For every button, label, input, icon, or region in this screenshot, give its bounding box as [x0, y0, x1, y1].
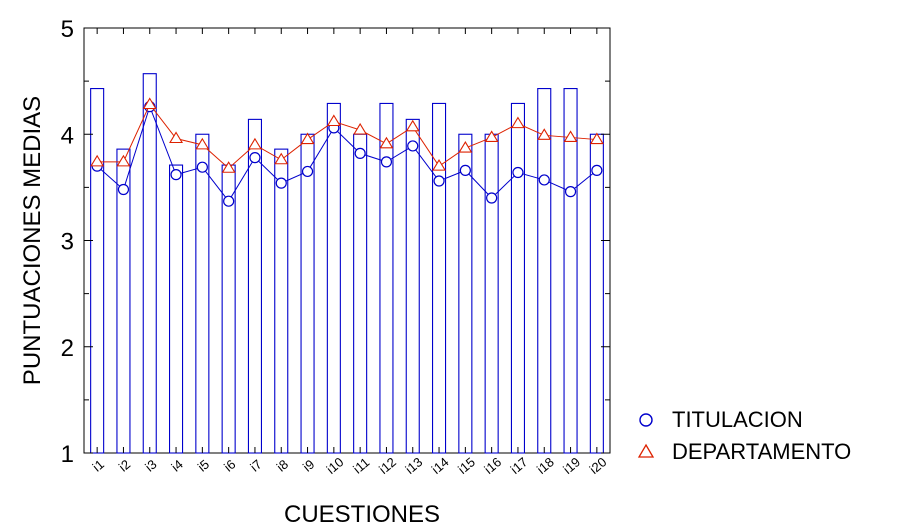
bar: [169, 164, 184, 454]
marker-titulacion: [459, 164, 471, 176]
bar: [142, 73, 157, 454]
series-line-titulacion: [96, 105, 598, 203]
marker-departamento: [379, 136, 394, 149]
bar: [90, 88, 105, 454]
marker-titulacion: [354, 147, 366, 159]
marker-titulacion: [486, 192, 498, 204]
x-tick-label: i10: [323, 454, 346, 477]
marker-departamento: [326, 114, 341, 127]
bar: [431, 102, 447, 454]
legend-label-departamento: DEPARTAMENTO: [672, 439, 852, 464]
marker-titulacion: [380, 156, 393, 168]
marker-titulacion: [407, 140, 419, 152]
x-tick-label: i9: [300, 457, 317, 475]
y-tick-label: 3: [61, 229, 74, 256]
x-tick-label: i18: [534, 454, 557, 477]
x-tick-label: i17: [508, 454, 531, 477]
x-tick-label: i14: [429, 454, 452, 477]
marker-departamento: [510, 116, 525, 129]
bar: [405, 118, 420, 454]
bar: [510, 102, 526, 454]
marker-departamento: [432, 159, 447, 171]
marker-departamento: [405, 119, 420, 132]
x-tick-label: i7: [247, 457, 264, 475]
marker-titulacion: [591, 164, 603, 176]
bar: [379, 102, 394, 454]
circle-marker-icon: [639, 413, 653, 427]
bar: [353, 133, 368, 454]
bar: [195, 133, 210, 454]
y-tick-label: 5: [61, 16, 74, 43]
marker-titulacion: [301, 165, 314, 178]
x-tick-label: i3: [142, 457, 159, 475]
marker-departamento: [353, 122, 368, 135]
bar: [274, 148, 289, 454]
bar: [221, 164, 236, 454]
marker-titulacion: [196, 161, 208, 173]
x-tick-label: i6: [221, 457, 238, 475]
x-tick-label: i15: [455, 454, 478, 477]
marker-departamento: [116, 154, 131, 167]
marker-departamento: [589, 132, 604, 145]
marker-titulacion: [433, 175, 445, 187]
triangle-marker-icon: [637, 443, 655, 458]
y-tick-label: 1: [61, 441, 74, 468]
marker-titulacion: [275, 177, 287, 189]
x-tick-label: i4: [168, 457, 185, 475]
legend-item-titulacion: TITULACION: [632, 404, 902, 436]
legend: TITULACION DEPARTAMENTO: [632, 404, 902, 468]
bar: [563, 88, 578, 454]
bar: [537, 88, 552, 454]
marker-departamento: [195, 137, 210, 150]
legend-label-titulacion: TITULACION: [672, 407, 803, 432]
marker-titulacion: [512, 166, 524, 179]
marker-departamento: [537, 128, 552, 140]
marker-departamento: [247, 137, 262, 150]
marker-departamento: [484, 130, 499, 142]
marker-titulacion: [170, 169, 182, 181]
y-tick-label: 2: [61, 335, 74, 362]
x-tick-label: i5: [195, 457, 212, 475]
bar: [589, 133, 604, 454]
y-axis-title: PUNTUACIONES MEDIAS: [19, 96, 46, 385]
marker-titulacion: [538, 174, 550, 186]
marker-titulacion: [117, 183, 130, 196]
x-axis-title: CUESTIONES: [284, 501, 440, 527]
plot-frame: [83, 27, 611, 454]
bar: [247, 118, 262, 454]
x-tick-label: i16: [481, 454, 504, 477]
bar: [326, 102, 341, 454]
marker-departamento: [274, 152, 289, 165]
series-line-departamento: [97, 103, 597, 169]
marker-departamento: [169, 131, 184, 144]
marker-titulacion: [564, 186, 577, 198]
bar: [458, 133, 473, 454]
bar: [484, 133, 499, 454]
x-tick-label: i8: [274, 457, 291, 475]
marker-departamento: [563, 130, 578, 142]
legend-item-departamento: DEPARTAMENTO: [632, 436, 902, 468]
x-tick-label: i12: [376, 454, 399, 477]
x-tick-label: i19: [560, 454, 583, 477]
x-tick-label: i2: [116, 457, 133, 475]
marker-titulacion: [249, 152, 261, 164]
y-tick-label: 4: [61, 122, 74, 149]
x-tick-label: i20: [586, 454, 609, 477]
marker-titulacion: [223, 195, 235, 207]
x-tick-label: i13: [402, 454, 425, 477]
marker-departamento: [90, 154, 105, 167]
marker-departamento: [221, 161, 236, 173]
marker-departamento: [458, 140, 473, 153]
marker-departamento: [300, 132, 315, 145]
bar: [300, 133, 315, 454]
marker-departamento: [142, 97, 157, 110]
x-tick-label: i1: [90, 457, 107, 475]
x-tick-label: i11: [350, 455, 372, 477]
